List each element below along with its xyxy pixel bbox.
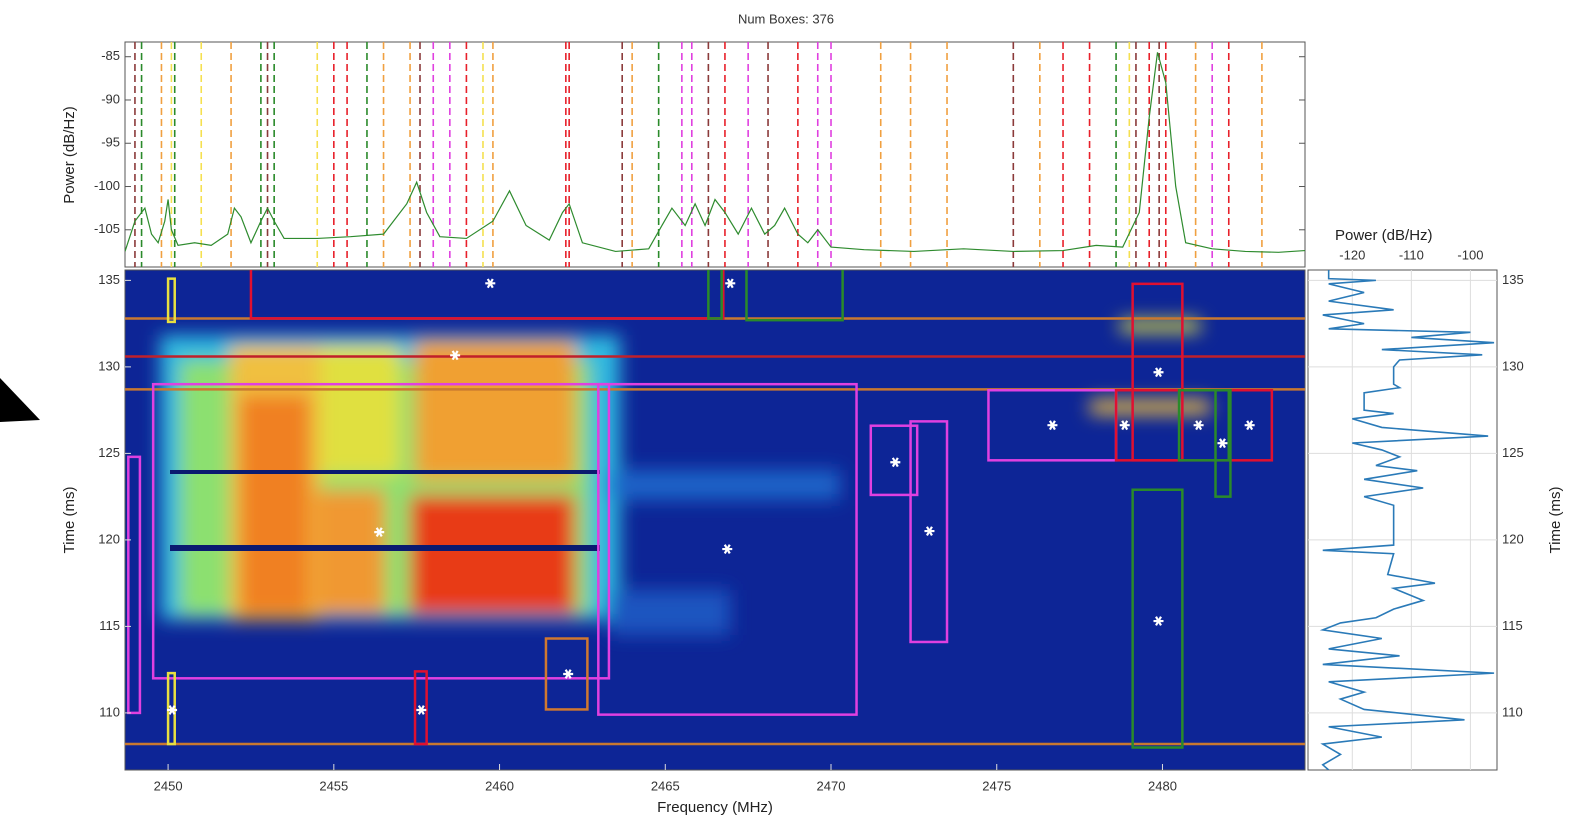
y-tick-label: 135	[1502, 272, 1524, 287]
y-tick-label: 120	[98, 531, 120, 546]
y-tick-label: -105	[94, 221, 120, 236]
spectrogram	[125, 270, 1305, 770]
x-tick-label: 2455	[319, 778, 348, 793]
y-tick-label: 125	[1502, 445, 1524, 460]
right-x-label: Power (dB/Hz)	[1335, 227, 1433, 244]
cursor-arrow	[0, 378, 40, 422]
y-tick-label: 120	[1502, 531, 1524, 546]
x-tick-label: 2480	[1148, 778, 1177, 793]
x-tick-label: -100	[1457, 247, 1483, 262]
top-panel	[125, 42, 1305, 267]
y-tick-label: 135	[98, 272, 120, 287]
y-tick-label: 125	[98, 445, 120, 460]
y-tick-label: -90	[101, 91, 120, 106]
x-tick-label: -120	[1339, 247, 1365, 262]
right-y-label: Time (ms)	[1547, 487, 1564, 554]
top-y-label: Power (dB/Hz)	[61, 106, 78, 204]
y-tick-label: -95	[101, 135, 120, 150]
x-tick-label: 2470	[817, 778, 846, 793]
y-tick-label: 115	[1502, 618, 1523, 633]
y-tick-label: 110	[99, 704, 120, 719]
y-tick-label: 130	[1502, 358, 1524, 373]
x-tick-label: 2450	[154, 778, 183, 793]
x-tick-label: 2460	[485, 778, 514, 793]
main-y-label: Time (ms)	[61, 487, 78, 554]
page: {"chart_data": [ {"type": "line", "title…	[0, 0, 1589, 830]
y-tick-label: 130	[98, 358, 120, 373]
x-tick-label: -110	[1399, 247, 1424, 262]
y-tick-label: -100	[94, 178, 120, 193]
x-tick-label: 2475	[982, 778, 1011, 793]
figure: Num Boxes: 376 Power (dB/Hz) Time (ms) F…	[0, 0, 1589, 830]
y-tick-label: 110	[1502, 704, 1523, 719]
main-x-label: Frequency (MHz)	[657, 799, 773, 816]
y-tick-label: -85	[101, 48, 120, 63]
y-tick-label: 115	[99, 618, 120, 633]
chart-title: Num Boxes: 376	[738, 11, 834, 26]
x-tick-label: 2465	[651, 778, 680, 793]
